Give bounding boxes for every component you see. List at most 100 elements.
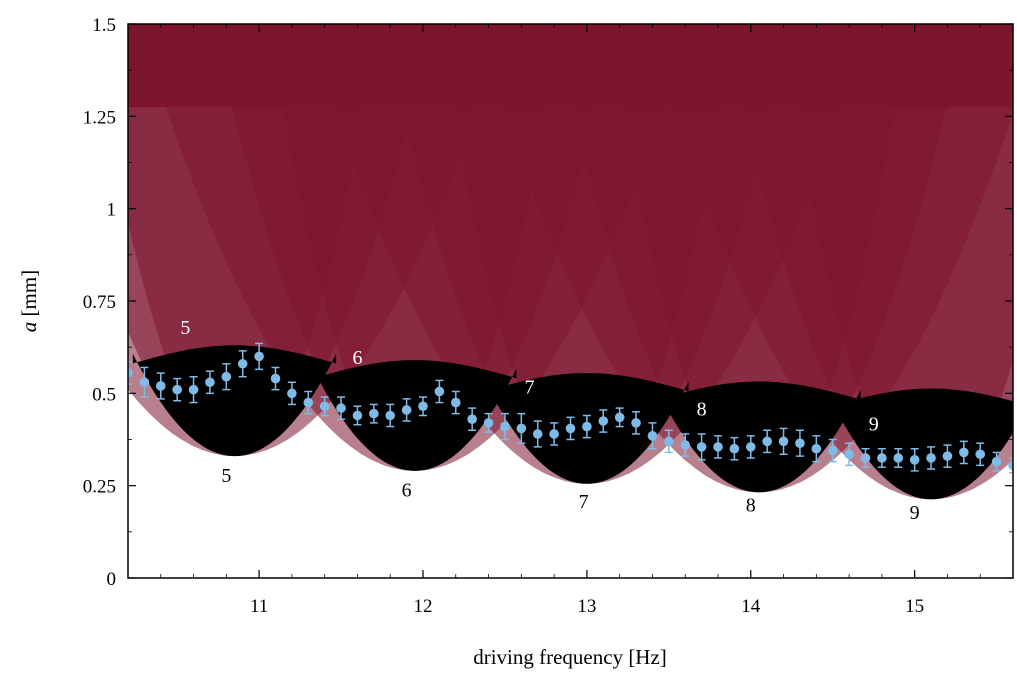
data-point-group <box>434 379 445 404</box>
data-point <box>483 418 494 428</box>
y-tick-label: 1.5 <box>92 15 116 36</box>
data-point-group <box>598 409 609 433</box>
region-label-9-white: 9 <box>869 413 879 435</box>
data-point <box>549 429 559 439</box>
x-tick-label: 11 <box>250 596 268 617</box>
data-point <box>991 456 1002 467</box>
data-point-group <box>287 381 297 406</box>
data-point-group <box>959 440 969 465</box>
data-point <box>860 453 871 463</box>
data-point-group <box>745 435 756 459</box>
data-point-group <box>795 429 805 457</box>
data-point-group <box>303 390 314 415</box>
axes: 11 12 13 14 15 0 0.25 0.5 0.75 1 1.25 1.5 <box>83 15 1014 617</box>
data-point-group <box>582 414 592 439</box>
data-point-group <box>565 416 576 441</box>
data-point-group <box>139 366 150 398</box>
data-point <box>926 453 936 463</box>
data-point-group <box>942 444 953 468</box>
region-label-5-white: 5 <box>180 317 190 339</box>
data-point <box>128 368 133 378</box>
data-point-group <box>319 396 330 417</box>
data-point <box>336 403 346 413</box>
plot-area: 5 6 7 8 9 5 6 7 8 9 <box>128 24 1013 524</box>
data-point <box>696 442 707 452</box>
data-point <box>155 381 166 391</box>
data-point-group <box>352 405 363 426</box>
data-point-group <box>647 422 658 450</box>
data-point-group <box>483 412 494 433</box>
x-tick-label: 13 <box>577 596 596 617</box>
tongue-core-9 <box>829 388 1013 500</box>
data-point <box>434 386 445 397</box>
data-point <box>614 412 625 423</box>
x-axis-title: driving frequency [Hz] <box>473 645 667 669</box>
tongue-core-6 <box>313 360 517 471</box>
data-point <box>1008 460 1013 471</box>
y-tick-label: 1.25 <box>83 107 116 128</box>
data-point <box>270 373 281 384</box>
region-labels: 5 6 7 8 9 5 6 7 8 9 <box>180 317 919 524</box>
y-tick-label: 0.75 <box>83 292 116 313</box>
data-point <box>254 351 264 362</box>
data-point-group <box>418 396 428 417</box>
data-point-group <box>254 342 264 371</box>
tongue-core-5 <box>132 345 337 457</box>
region-label-6-black: 6 <box>402 480 412 502</box>
region-label-5-black: 5 <box>221 465 231 487</box>
tongue-cores <box>132 345 1013 500</box>
data-point <box>680 440 691 450</box>
data-point <box>762 436 772 447</box>
y-axis-symbol: a <box>17 322 41 333</box>
data-point <box>598 416 609 426</box>
data-point <box>713 442 723 452</box>
data-point <box>811 443 822 454</box>
data-point <box>844 449 854 460</box>
data-point <box>778 436 789 447</box>
data-point-group <box>221 363 232 391</box>
data-point-group <box>237 350 248 378</box>
x-tick-label: 14 <box>741 596 761 617</box>
y-axis-title: a [mm] <box>17 270 41 332</box>
data-point <box>139 377 150 388</box>
data-point <box>237 358 248 369</box>
data-point-group <box>909 447 920 472</box>
data-point-group <box>1008 457 1013 474</box>
y-tick-label: 0.25 <box>83 477 116 498</box>
data-point-group <box>270 366 281 391</box>
data-point-group <box>713 435 723 459</box>
y-tick-label: 0.5 <box>92 384 116 405</box>
data-point <box>565 423 576 434</box>
data-point-group <box>877 447 887 468</box>
data-point <box>795 438 805 448</box>
region-label-9-black: 9 <box>910 502 920 524</box>
data-point <box>877 453 887 463</box>
x-tick-label: 12 <box>414 596 433 617</box>
x-ticks: 11 12 13 14 15 <box>127 24 1014 617</box>
data-point <box>664 436 674 447</box>
data-point-group <box>664 429 674 454</box>
tongue-core-8 <box>657 381 861 493</box>
y-tick-label: 1 <box>107 200 117 221</box>
y-axis-unit: [mm] <box>17 270 41 322</box>
data-point-group <box>696 433 707 461</box>
data-point <box>221 371 232 382</box>
data-point <box>450 397 461 408</box>
data-point <box>287 388 297 399</box>
data-point <box>631 418 641 428</box>
data-point <box>401 405 412 415</box>
data-point-group <box>778 427 789 456</box>
region-label-7-black: 7 <box>579 491 589 513</box>
data-point <box>205 377 215 388</box>
data-point <box>500 421 510 432</box>
data-point-group <box>500 412 510 441</box>
data-point-group <box>991 451 1002 472</box>
data-point <box>385 410 396 421</box>
data-point-group <box>762 429 772 454</box>
region-label-7-white: 7 <box>525 376 535 398</box>
data-point-group <box>385 403 396 428</box>
data-point <box>352 410 363 421</box>
data-point-group <box>729 436 740 461</box>
data-point <box>827 445 838 456</box>
data-point-group <box>450 390 461 415</box>
